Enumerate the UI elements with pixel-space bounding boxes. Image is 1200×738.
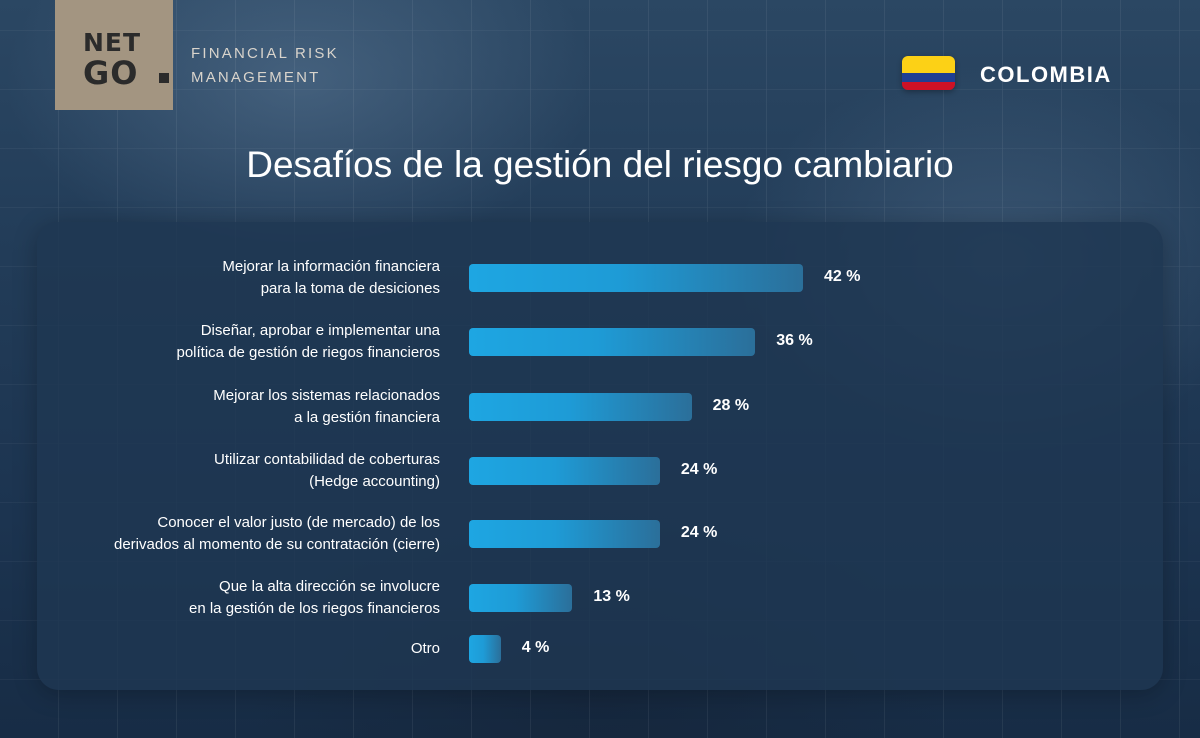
category-label-line: Utilizar contabilidad de coberturas: [214, 451, 440, 468]
category-label-line: en la gestión de los riegos financieros: [189, 600, 440, 617]
value-label: 42 %: [824, 268, 861, 285]
bar: [469, 520, 660, 548]
category-label-line: Mejorar la información financiera: [222, 258, 440, 275]
category-label-line: Otro: [410, 640, 440, 657]
brand-tagline: FINANCIAL RISK MANAGEMENT: [191, 42, 339, 90]
category-label-line: (Hedge accounting): [309, 473, 440, 490]
value-label: 4 %: [521, 639, 550, 656]
category-label-line: a la gestión financiera: [294, 409, 440, 426]
category-label-line: Mejorar los sistemas relacionados: [213, 387, 440, 404]
category-label: Conocer el valor justo (de mercado) de l…: [114, 512, 440, 556]
tagline-line-2: MANAGEMENT: [191, 69, 321, 86]
category-label-line: política de gestión de riegos financiero…: [176, 344, 441, 361]
chart-title: Desafíos de la gestión del riesgo cambia…: [246, 144, 954, 185]
value-label: 13 %: [593, 588, 630, 605]
bar: [469, 393, 692, 421]
bar: [469, 264, 803, 292]
category-label: Otro: [411, 638, 440, 660]
bar: [469, 457, 660, 485]
country-name: COLOMBIA: [980, 62, 1112, 87]
value-label: 24 %: [680, 461, 718, 478]
logo-text-net: NET: [83, 28, 142, 57]
logo-dot: [159, 73, 169, 83]
category-label-line: Conocer el valor justo (de mercado) de l…: [157, 514, 440, 531]
category-label: Diseñar, aprobar e implementar una políti…: [177, 320, 441, 364]
bar: [469, 635, 501, 663]
colombia-flag-icon: [902, 56, 955, 90]
category-label-line: para la toma de desiciones: [260, 280, 440, 297]
bar: [469, 328, 756, 356]
category-label: Utilizar contabilidad de coberturas (Hedg…: [214, 449, 440, 493]
logo-text-go: GO: [83, 54, 139, 92]
value-label: 36 %: [776, 332, 813, 349]
netgo-logo: NET GO: [55, 0, 173, 110]
category-label-line: derivados al momento de su contratación …: [114, 536, 440, 553]
bar: [469, 584, 573, 612]
tagline-line-1: FINANCIAL RISK: [191, 45, 339, 62]
category-label-line: Diseñar, aprobar e implementar una: [200, 322, 440, 339]
category-label-line: Que la alta dirección se involucre: [219, 578, 440, 595]
category-label: Mejorar la información financiera para la…: [222, 256, 440, 300]
chart-panel: [37, 222, 1163, 690]
category-label: Mejorar los sistemas relacionados a la ge…: [213, 385, 440, 429]
value-label: 28 %: [712, 397, 750, 414]
category-label: Que la alta dirección se involucre en la …: [189, 576, 440, 620]
value-label: 24 %: [680, 524, 718, 541]
